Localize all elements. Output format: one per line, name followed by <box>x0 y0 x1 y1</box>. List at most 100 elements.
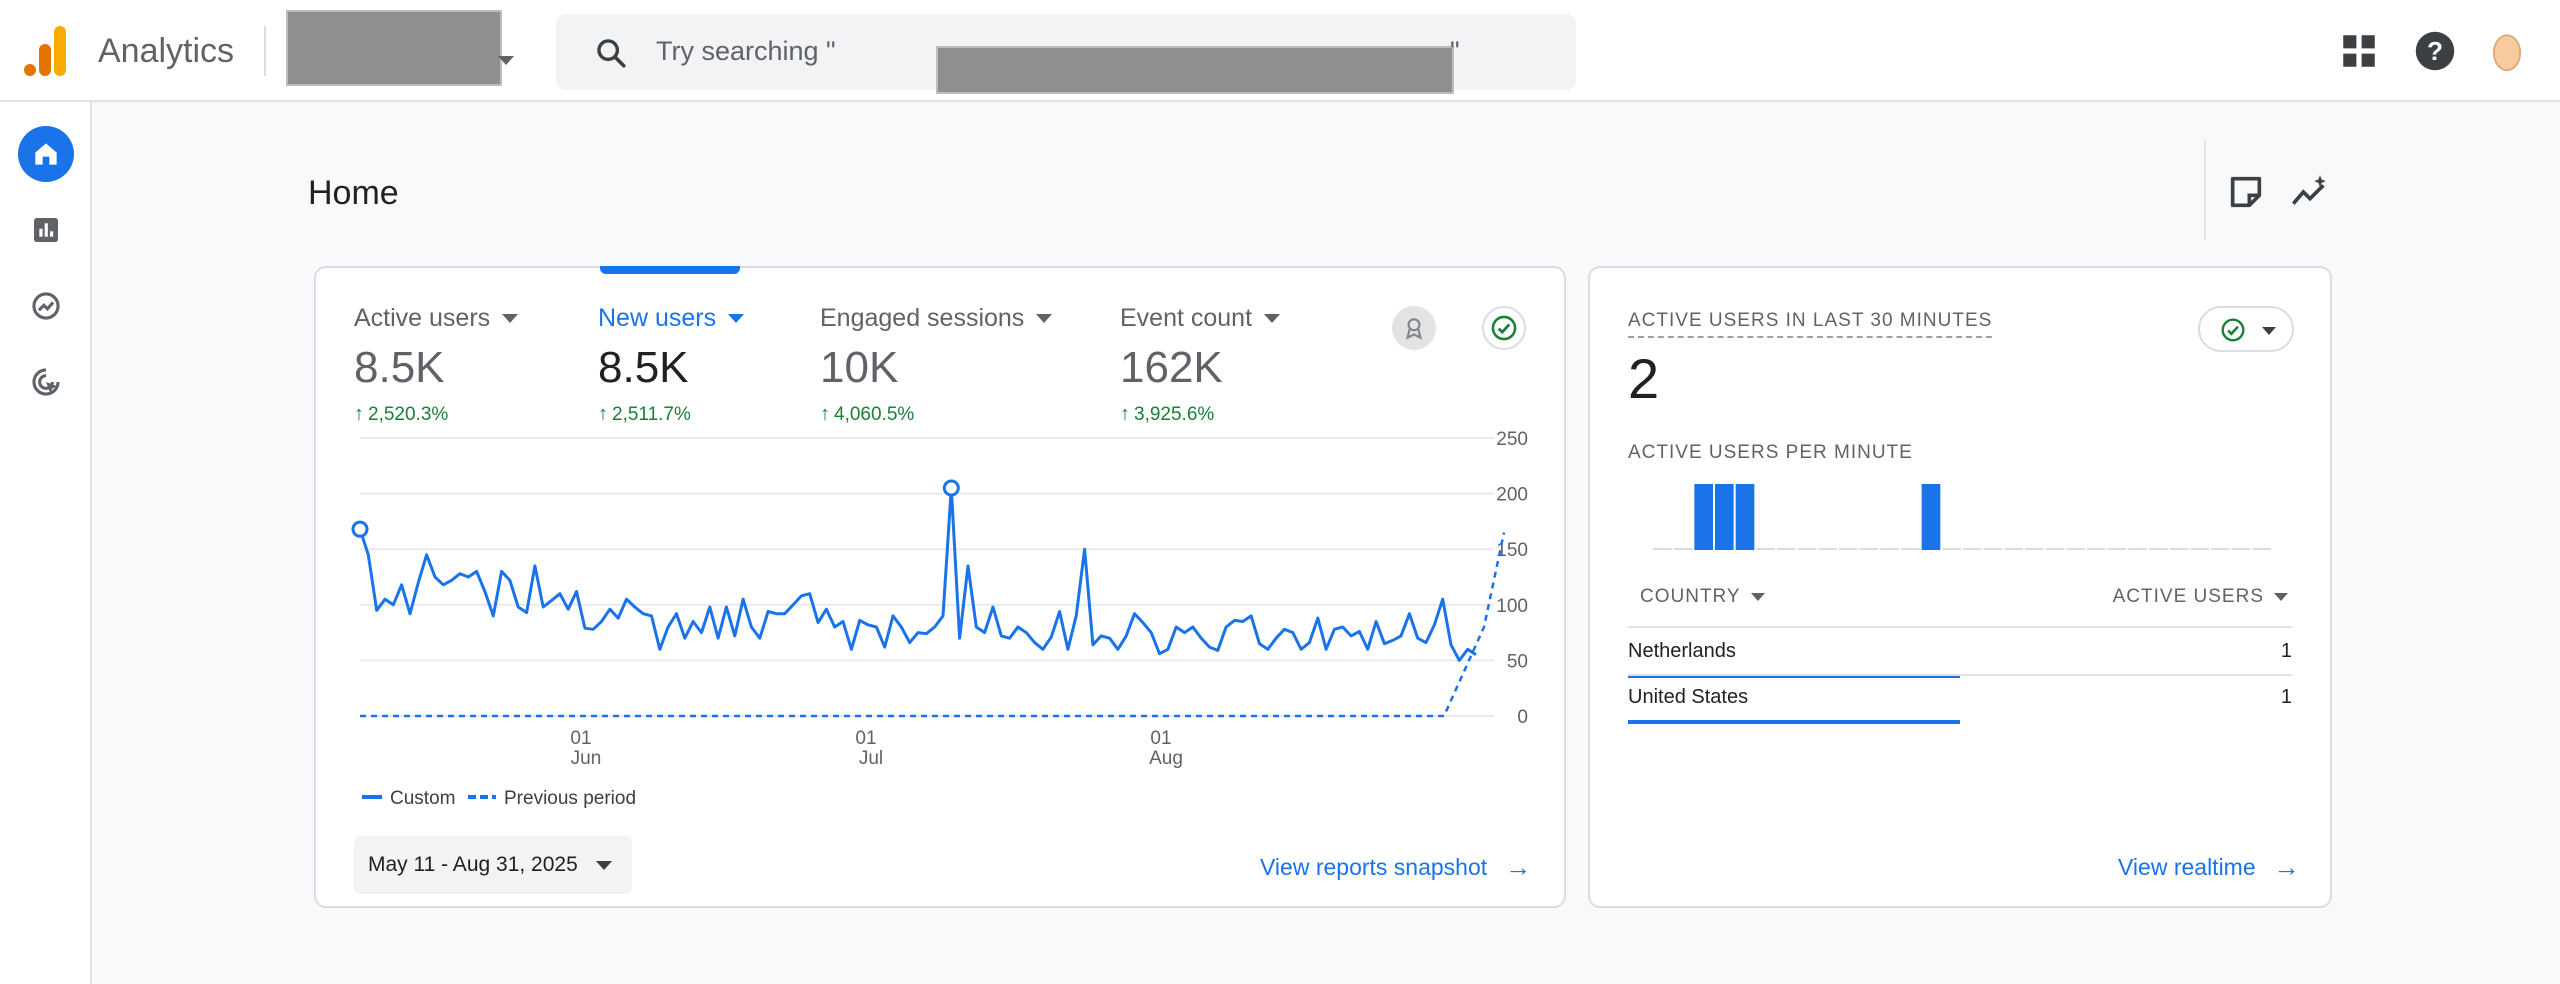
search-bar[interactable]: Try searching " " <box>556 14 1576 94</box>
minute-bar <box>2211 548 2230 550</box>
side-nav <box>0 102 92 984</box>
apps-grid-icon[interactable] <box>2338 30 2380 72</box>
metric-active-users[interactable]: Active users 8.5K ↑ 2,520.3% <box>354 304 519 426</box>
minute-bar <box>2252 548 2271 550</box>
minute-bar <box>1715 484 1734 550</box>
per-minute-label: ACTIVE USERS PER MINUTE <box>1628 442 1913 463</box>
y-tick-label: 50 <box>1507 651 1528 672</box>
table-divider <box>1628 674 2292 676</box>
metric-value: 162K <box>1120 343 1223 392</box>
col-country-header[interactable]: COUNTRY <box>1640 586 1765 608</box>
note-icon[interactable] <box>2226 172 2266 212</box>
x-tick-day: 01 <box>1150 728 1171 749</box>
overview-card: Active users 8.5K ↑ 2,520.3% New users 8.… <box>314 266 1566 908</box>
legend-custom-label: Custom <box>390 788 455 809</box>
metric-value: 8.5K <box>598 343 689 392</box>
minute-bar <box>1797 548 1817 550</box>
peak-marker <box>351 520 369 538</box>
minute-bar <box>1942 548 1961 550</box>
minute-bar <box>2190 548 2209 550</box>
minute-bar <box>1777 548 1796 550</box>
chevron-down-icon <box>502 314 519 323</box>
minute-bar <box>1921 484 1941 550</box>
minute-bar <box>2107 548 2127 550</box>
metric-new-users[interactable]: New users 8.5K ↑ 2,511.7% <box>598 304 745 426</box>
table-row[interactable]: United States 1 <box>1628 676 2292 724</box>
tools-divider <box>2204 140 2206 240</box>
date-range-picker[interactable]: May 11 - Aug 31, 2025 <box>354 836 632 894</box>
nav-reports[interactable] <box>18 202 74 258</box>
realtime-value: 2 <box>1628 347 1660 410</box>
metric-value: 8.5K <box>354 343 445 392</box>
minute-bar <box>1983 548 2003 550</box>
minute-bar <box>1694 484 1713 550</box>
nav-advertising[interactable] <box>18 354 74 410</box>
metric-engaged-sessions[interactable]: Engaged sessions 10K ↑ 4,060.5% <box>820 304 1053 426</box>
metric-change: ↑ 3,925.6% <box>1120 403 1215 425</box>
chevron-down-icon <box>1036 314 1053 323</box>
per-minute-bar-chart <box>1653 484 2271 550</box>
share-bar <box>1628 674 1960 678</box>
minute-bar <box>2231 548 2251 550</box>
minute-bar <box>1963 548 1982 550</box>
chevron-down-icon <box>1750 593 1765 601</box>
x-tick-day: 01 <box>570 728 591 749</box>
table-row[interactable]: Netherlands 1 <box>1628 630 2292 678</box>
minute-bar <box>2066 548 2085 550</box>
nav-explore[interactable] <box>18 278 74 334</box>
header-divider <box>264 26 266 76</box>
metric-change: ↑ 4,060.5% <box>820 403 915 425</box>
search-icon <box>597 39 626 68</box>
metric-event-count[interactable]: Event count 162K ↑ 3,925.6% <box>1120 304 1281 426</box>
x-tick-month: Jun <box>571 748 602 769</box>
series-custom <box>358 486 1477 662</box>
minute-bar <box>1839 548 1858 550</box>
chevron-down-icon <box>2274 593 2288 601</box>
account-selector-redacted[interactable] <box>286 10 502 86</box>
home-icon <box>35 143 57 165</box>
app-name: Analytics <box>98 32 235 70</box>
minute-bar <box>1901 548 1920 550</box>
page-title: Home <box>308 174 399 212</box>
avatar[interactable] <box>2486 30 2528 72</box>
nav-home[interactable] <box>18 126 74 182</box>
y-tick-label: 200 <box>1496 485 1528 506</box>
minute-bar <box>1673 548 1693 550</box>
analytics-logo-icon[interactable] <box>24 26 70 76</box>
col-active-users-header[interactable]: ACTIVE USERS <box>2113 586 2288 608</box>
search-placeholder: Try searching " " <box>656 36 1460 94</box>
minute-bar <box>1880 548 1899 550</box>
bar-chart-icon <box>34 218 58 242</box>
view-realtime-link[interactable]: View realtime → <box>2118 852 2300 882</box>
realtime-title[interactable]: ACTIVE USERS IN LAST 30 MINUTES <box>1628 310 1993 338</box>
chevron-down-icon <box>596 861 612 870</box>
arrow-right-icon: → <box>2273 852 2300 882</box>
data-quality-check-icon[interactable] <box>1482 306 1526 350</box>
search-redacted <box>936 46 1454 94</box>
minute-bar <box>1818 548 1837 550</box>
minute-bar <box>1859 548 1879 550</box>
minute-bar <box>2169 548 2189 550</box>
top-bar: Analytics Try searching " " ? <box>0 0 2560 102</box>
metric-value: 10K <box>820 343 899 392</box>
insights-badge-icon[interactable] <box>1392 306 1436 350</box>
y-tick-label: 100 <box>1496 596 1528 617</box>
minute-bar <box>1735 484 1755 550</box>
help-icon[interactable]: ? <box>2414 30 2456 72</box>
realtime-card: ACTIVE USERS IN LAST 30 MINUTES 2 ACTIVE… <box>1588 266 2332 908</box>
account-dropdown-icon[interactable] <box>498 56 514 65</box>
minute-bar <box>2087 548 2106 550</box>
svg-text:?: ? <box>2427 36 2443 66</box>
legend-previous-label: Previous period <box>504 788 636 809</box>
insights-icon[interactable] <box>2290 172 2330 212</box>
x-tick-month: Aug <box>1149 748 1183 769</box>
y-tick-label: 0 <box>1517 707 1528 728</box>
y-tick-label: 150 <box>1496 540 1528 561</box>
series-previous-period <box>360 532 1506 718</box>
minute-bar <box>1756 548 1775 550</box>
country-name: United States <box>1628 686 1749 708</box>
realtime-compare-button[interactable] <box>2198 306 2294 352</box>
view-reports-snapshot-link[interactable]: View reports snapshot → <box>1260 852 1532 882</box>
minute-bar <box>2004 548 2023 550</box>
